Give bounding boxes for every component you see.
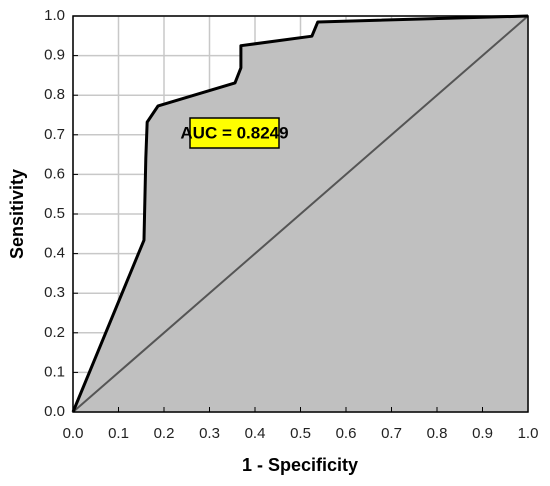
y-tick-label: 0.6 bbox=[44, 165, 65, 182]
x-tick-label: 0.8 bbox=[427, 425, 448, 442]
annotation-box bbox=[189, 117, 280, 149]
roc-curve bbox=[71, 14, 529, 413]
y-tick-label: 0.3 bbox=[44, 284, 65, 301]
x-tick-label: 0.1 bbox=[108, 425, 129, 442]
y-tick-label: 0.4 bbox=[44, 245, 65, 262]
x-tick-label: 0.3 bbox=[199, 425, 220, 442]
x-tick-label: 1.0 bbox=[518, 425, 539, 442]
x-axis-title: 1 - Specificity bbox=[242, 455, 358, 475]
x-tick-label: 0.5 bbox=[290, 425, 311, 442]
y-axis-title: Sensitivity bbox=[7, 169, 27, 259]
y-tick-label: 0.8 bbox=[44, 86, 65, 103]
reference-line bbox=[72, 15, 529, 413]
y-tick-label: 1.0 bbox=[44, 7, 65, 24]
annotation: AUC = 0.8249 bbox=[180, 123, 288, 142]
y-tick-label: 0.1 bbox=[44, 363, 65, 380]
x-tick-label: 0.6 bbox=[336, 425, 357, 442]
y-tick-label: 0.7 bbox=[44, 126, 65, 143]
x-tick-label: 0.0 bbox=[63, 425, 84, 442]
y-tick-label: 0.2 bbox=[44, 324, 65, 341]
x-tick-label: 0.7 bbox=[381, 425, 402, 442]
y-tick-label: 0.5 bbox=[44, 205, 65, 222]
x-tick-label: 0.4 bbox=[245, 425, 266, 442]
x-tick-label: 0.9 bbox=[472, 425, 493, 442]
y-tick-label: 0.9 bbox=[44, 47, 65, 64]
x-tick-label: 0.2 bbox=[154, 425, 175, 442]
y-tick-label: 0.0 bbox=[44, 403, 65, 420]
